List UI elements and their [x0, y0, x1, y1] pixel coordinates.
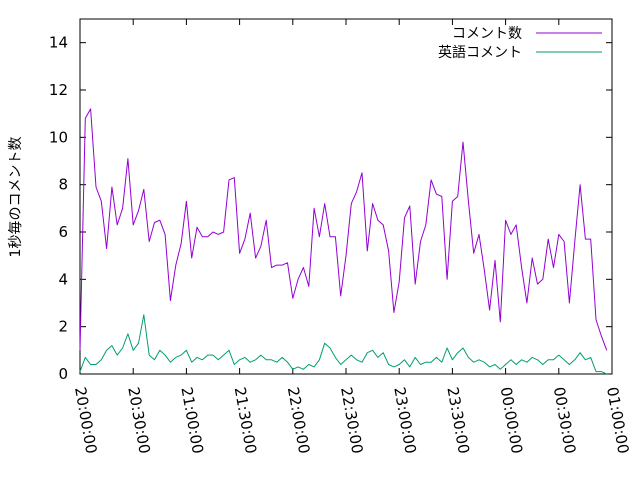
- y-axis-label: 1秒毎のコメント数: [8, 137, 24, 258]
- plot-frame: [79, 18, 613, 375]
- x-tick-label: 00:30:00: [550, 386, 579, 455]
- y-tick-label: 2: [58, 318, 68, 336]
- x-tick-label: 20:30:00: [124, 386, 153, 455]
- legend-label-1: 英語コメント: [438, 44, 522, 61]
- x-tick-label: 23:30:00: [443, 386, 472, 455]
- y-tick-label: 4: [58, 270, 68, 288]
- x-tick-label: 22:00:00: [284, 386, 313, 455]
- series-line-1: [79, 314, 607, 375]
- y-tick-label: 12: [49, 81, 68, 99]
- x-tick-label: 21:30:00: [231, 386, 260, 455]
- y-tick-label: 6: [58, 223, 68, 241]
- y-tick-label: 10: [49, 128, 68, 146]
- x-tick-label: 21:00:00: [177, 386, 206, 455]
- x-tick-label: 01:00:00: [603, 386, 632, 455]
- x-tick-label: 22:30:00: [337, 386, 366, 455]
- ticks: 0 2 4 6 8 10 12 14 20:00:00 20:30:00 21:00:00 21:30…: [49, 19, 632, 455]
- x-tick-label: 23:00:00: [390, 386, 419, 455]
- y-tick-label: 14: [49, 34, 68, 52]
- x-tick-label: 20:00:00: [71, 386, 100, 455]
- legend-label-0: コメント数: [452, 26, 522, 42]
- y-tick-label: 8: [58, 176, 68, 194]
- series-layer: [79, 108, 608, 375]
- x-tick-label: 00:00:00: [497, 386, 526, 455]
- y-tick-label: 0: [58, 365, 68, 383]
- series-line-0: [79, 108, 608, 351]
